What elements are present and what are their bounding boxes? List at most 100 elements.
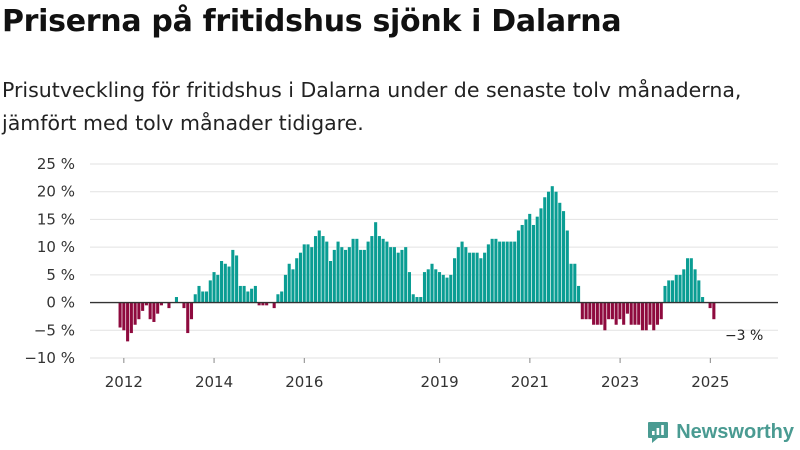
x-tick-label: 2025 <box>691 373 729 391</box>
bar <box>389 247 393 303</box>
bar <box>670 280 675 303</box>
bar <box>434 269 438 303</box>
bar <box>622 302 626 325</box>
bar <box>535 216 539 303</box>
bar <box>208 280 212 303</box>
bar <box>310 247 314 303</box>
y-tick-label: 25 % <box>37 155 75 173</box>
y-tick-label: −5 % <box>34 321 75 339</box>
newsworthy-logo-icon <box>648 422 669 443</box>
bar <box>513 241 517 303</box>
bar <box>689 258 693 303</box>
y-tick-label: −10 % <box>24 349 75 367</box>
bar <box>633 302 637 325</box>
bar <box>144 302 148 306</box>
bar <box>276 294 280 303</box>
bar <box>377 236 381 303</box>
bar <box>659 302 663 320</box>
bar <box>291 269 295 303</box>
bar <box>186 302 190 334</box>
bar <box>486 244 490 303</box>
bar <box>701 297 705 303</box>
bar <box>415 297 419 303</box>
bar <box>516 230 520 303</box>
bar <box>272 302 276 309</box>
bar <box>250 288 254 303</box>
bar <box>197 285 201 303</box>
bar <box>283 274 287 303</box>
bar <box>464 247 468 303</box>
bar <box>678 274 682 303</box>
bar <box>302 244 306 303</box>
bar <box>509 241 513 303</box>
bar <box>430 263 434 303</box>
bar <box>235 255 239 303</box>
chart-subtitle: Prisutveckling för fritidshus i Dalarna … <box>2 78 742 135</box>
bar <box>332 249 336 303</box>
bar <box>174 297 178 303</box>
bar <box>325 241 329 303</box>
bar <box>655 302 660 325</box>
bar <box>445 277 449 303</box>
bar <box>686 258 690 303</box>
bar <box>441 274 445 303</box>
bar <box>201 291 205 303</box>
bar <box>599 302 603 325</box>
bar <box>317 230 321 303</box>
bar <box>385 241 389 303</box>
bar <box>223 263 227 303</box>
bar <box>359 249 363 303</box>
bar <box>697 280 701 303</box>
bar <box>603 302 607 331</box>
chart-title: Priserna på fritidshus sjönk i Dalarna <box>2 4 622 39</box>
bar <box>329 261 333 303</box>
grid-lines <box>90 163 778 359</box>
bar <box>667 280 671 303</box>
bar <box>126 302 130 342</box>
bar <box>456 247 460 303</box>
bar <box>543 197 547 303</box>
bar <box>637 302 641 325</box>
bar <box>118 302 122 328</box>
bar-chart: 25 % 20 % 15 % 10 % 5 % 0 % −5 % −10 % 2012 2014… <box>24 155 778 391</box>
y-axis-labels: 25 % 20 % 15 % 10 % 5 % 0 % −5 % −10 % <box>24 155 75 367</box>
bar <box>238 285 242 303</box>
bar <box>242 285 246 303</box>
bar <box>189 302 194 320</box>
bar <box>246 291 250 303</box>
y-tick-label: 15 % <box>37 210 75 228</box>
bar <box>253 285 257 303</box>
bar <box>340 247 344 303</box>
bar <box>663 285 667 303</box>
bar <box>148 302 152 320</box>
bar <box>580 302 584 320</box>
y-tick-label: 20 % <box>37 183 75 201</box>
brand-logo[interactable]: Newsworthy <box>646 420 794 444</box>
bar <box>531 224 536 303</box>
bar <box>347 247 351 303</box>
bar <box>280 291 284 303</box>
bars <box>90 186 778 342</box>
bar <box>265 302 269 306</box>
bar <box>595 302 599 325</box>
bar <box>588 302 592 320</box>
bar <box>490 238 494 303</box>
bar <box>212 272 216 303</box>
bar <box>629 302 633 325</box>
bar <box>396 252 400 303</box>
brand-name: Newsworthy <box>676 420 794 443</box>
bar <box>460 241 464 303</box>
bar <box>592 302 596 325</box>
bar <box>313 236 318 303</box>
bar <box>577 285 581 303</box>
bar <box>468 252 472 303</box>
bar <box>295 258 299 303</box>
bar <box>400 249 404 303</box>
bar <box>220 261 224 303</box>
bar <box>381 238 385 303</box>
bar <box>362 249 366 303</box>
bar <box>712 302 716 320</box>
bar <box>449 274 453 303</box>
bar <box>156 302 160 314</box>
y-tick-label: 10 % <box>37 238 75 256</box>
